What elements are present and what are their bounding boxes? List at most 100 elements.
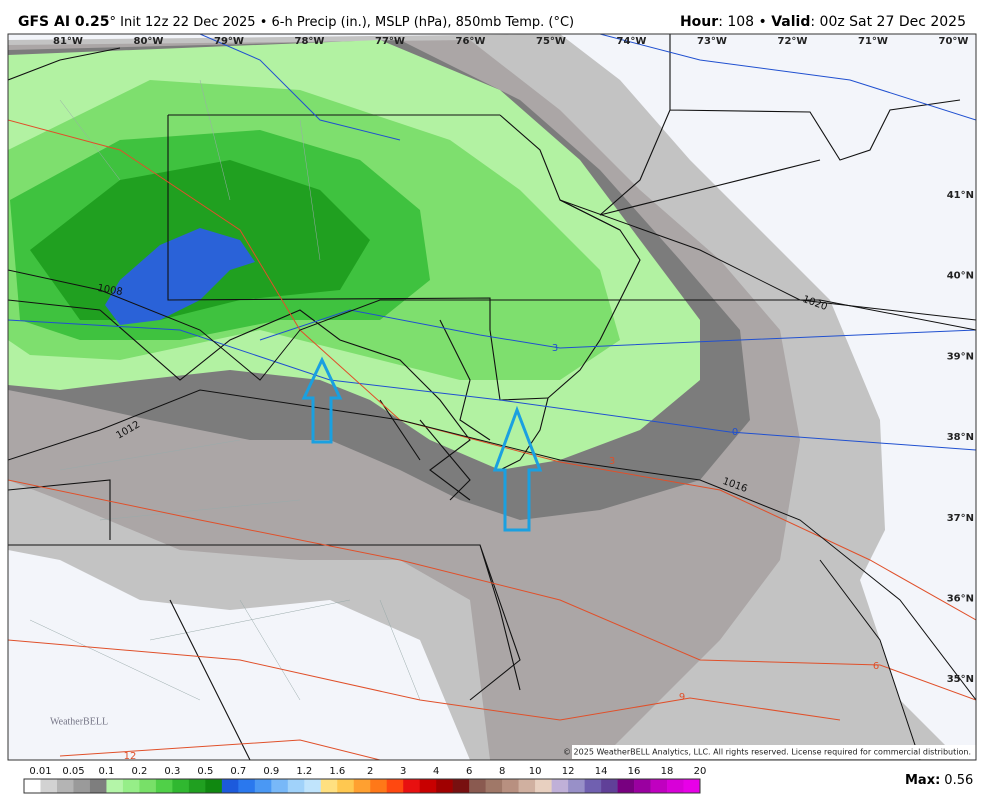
temperature-label: 0 xyxy=(732,427,738,438)
longitude-label: 72°W xyxy=(778,36,808,47)
longitude-label: 76°W xyxy=(456,36,486,47)
legend-swatch xyxy=(271,779,289,793)
longitude-label: 77°W xyxy=(375,36,405,47)
longitude-label: 75°W xyxy=(536,36,566,47)
map-frame xyxy=(7,33,977,761)
legend-swatch xyxy=(452,779,470,793)
latitude-label: 41°N xyxy=(947,190,974,201)
legend-swatch xyxy=(238,779,256,793)
legend-swatch xyxy=(634,779,651,793)
legend-swatch xyxy=(155,779,173,793)
legend-swatch xyxy=(584,779,602,793)
legend-swatch xyxy=(535,779,552,793)
max-line: Max: 0.56 xyxy=(905,773,973,788)
legend-swatch xyxy=(353,779,371,793)
hour-label: Hour xyxy=(680,14,718,30)
legend-swatch xyxy=(254,779,272,793)
isobar-label: 1008 xyxy=(96,283,123,298)
longitude-label: 80°W xyxy=(134,36,164,47)
legend-label: 0.7 xyxy=(230,766,246,777)
legend-label: 0.3 xyxy=(164,766,180,777)
temperature-label: 3 xyxy=(609,456,615,467)
latitude-label: 38°N xyxy=(947,432,974,443)
legend-label: 1.6 xyxy=(329,766,345,777)
longitude-label: 73°W xyxy=(697,36,727,47)
legend-swatch xyxy=(172,779,190,793)
legend-swatch xyxy=(617,779,635,793)
legend-label: 0.01 xyxy=(29,766,51,777)
legend-swatch xyxy=(24,779,41,793)
legend-swatch xyxy=(73,779,91,793)
legend-label: 4 xyxy=(433,766,439,777)
precip-blue xyxy=(105,228,255,325)
legend-swatch xyxy=(139,779,157,793)
legend-swatch xyxy=(320,779,338,793)
hour: : 108 • xyxy=(718,14,771,30)
legend-label: 1.2 xyxy=(296,766,312,777)
temperature-contours xyxy=(8,34,976,760)
temperature-label: 3 xyxy=(552,343,558,354)
legend-swatch xyxy=(337,779,355,793)
legend-label: 20 xyxy=(694,766,707,777)
header-right: Hour: 108 • Valid: 00z Sat 27 Dec 2025 xyxy=(680,14,966,30)
legend-swatch xyxy=(40,779,58,793)
legend-swatch xyxy=(683,779,701,793)
legend-swatch xyxy=(485,779,503,793)
legend-swatch xyxy=(386,779,404,793)
map: 81°W 80°W 79°W 78°W 77°W 76°W 75°W 74°W 73°W 72°W… xyxy=(8,34,976,762)
legend-label: 0.1 xyxy=(98,766,114,777)
temperature-label: 12 xyxy=(124,751,137,762)
legend-label: 0.5 xyxy=(197,766,213,777)
legend-swatch xyxy=(205,779,223,793)
latitude-label: 36°N xyxy=(947,594,974,605)
legend-swatch xyxy=(403,779,421,793)
legend-swatch xyxy=(551,779,569,793)
legend: 0.01 0.05 0.1 0.2 0.3 0.5 0.7 0.9 1.2 1.6 2 3 4 6 8 10 1… xyxy=(23,766,707,794)
legend-label: 0.9 xyxy=(263,766,279,777)
legend-label: 10 xyxy=(529,766,542,777)
longitude-label: 71°W xyxy=(858,36,888,47)
legend-swatch xyxy=(436,779,453,793)
latitude-label: 39°N xyxy=(947,351,974,362)
latitude-label: 35°N xyxy=(947,674,974,685)
longitude-label: 70°W xyxy=(939,36,969,47)
legend-label: 6 xyxy=(466,766,472,777)
legend-label: 0.2 xyxy=(131,766,147,777)
copyright: © 2025 WeatherBELL Analytics, LLC. All r… xyxy=(563,748,971,757)
legend-swatch xyxy=(469,779,486,793)
county-lines xyxy=(29,79,421,701)
header-title: ° Init 12z 22 Dec 2025 • 6-h Precip (in.… xyxy=(109,15,574,30)
legend-label: 8 xyxy=(499,766,505,777)
legend-label: 12 xyxy=(562,766,575,777)
logo: WeatherBELL xyxy=(50,716,108,727)
header-left: GFS AI 0.25° Init 12z 22 Dec 2025 • 6-h … xyxy=(18,14,574,30)
valid: : 00z Sat 27 Dec 2025 xyxy=(810,14,966,30)
longitude-label: 74°W xyxy=(617,36,647,47)
latitude-label: 40°N xyxy=(947,271,974,282)
legend-swatch xyxy=(601,779,618,793)
arrows xyxy=(301,356,543,532)
isobars xyxy=(8,199,976,760)
longitude-label: 81°W xyxy=(53,36,83,47)
legend-label: 0.05 xyxy=(62,766,84,777)
legend-swatch xyxy=(650,779,668,793)
legend-swatch xyxy=(667,779,684,793)
legend-swatch xyxy=(370,779,388,793)
temperature-label: 9 xyxy=(679,692,685,703)
legend-swatch xyxy=(221,779,239,793)
longitude-label: 79°W xyxy=(214,36,244,47)
legend-swatch xyxy=(106,779,124,793)
temperature-label: 6 xyxy=(873,661,879,672)
latitude-label: 37°N xyxy=(947,513,974,524)
legend-swatch xyxy=(419,779,437,793)
valid-label: Valid xyxy=(771,14,810,30)
legend-swatch xyxy=(56,779,74,793)
legend-swatch xyxy=(287,779,305,793)
legend-swatch xyxy=(188,779,206,793)
legend-label: 3 xyxy=(400,766,406,777)
legend-label: 16 xyxy=(628,766,641,777)
legend-label: 14 xyxy=(595,766,608,777)
legend-label: 2 xyxy=(367,766,373,777)
copyright-bg xyxy=(572,745,976,759)
